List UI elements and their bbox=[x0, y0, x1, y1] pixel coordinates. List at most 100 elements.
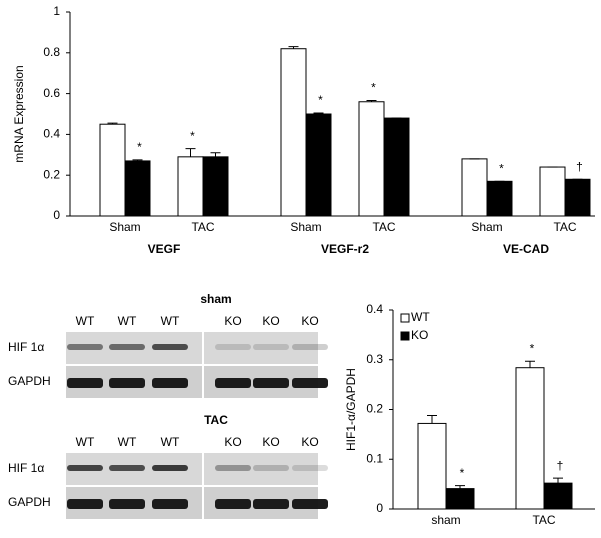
blot-band bbox=[215, 344, 251, 350]
bar bbox=[280, 48, 307, 217]
blot-strip bbox=[66, 332, 318, 364]
blot-band bbox=[215, 378, 251, 388]
significance-marker: * bbox=[371, 81, 376, 95]
y-tick-label: 0.4 bbox=[366, 302, 383, 316]
x-tick-label: Sham bbox=[471, 220, 502, 234]
blot-band bbox=[253, 378, 289, 388]
y-tick-label: 1 bbox=[53, 4, 60, 18]
blot-band bbox=[67, 465, 103, 471]
blot-band bbox=[67, 499, 103, 509]
y-tick-label: 0.2 bbox=[43, 167, 60, 181]
y-tick-label: 0.6 bbox=[43, 86, 60, 100]
bar bbox=[539, 166, 566, 217]
blot-band bbox=[67, 378, 103, 388]
y-tick-label: 0 bbox=[53, 208, 60, 222]
lane-label: KO bbox=[224, 435, 241, 449]
bar bbox=[445, 488, 475, 510]
group-label: VEGF bbox=[148, 242, 181, 256]
bar bbox=[124, 160, 151, 217]
y-tick-label: 0.3 bbox=[366, 352, 383, 366]
blot-band bbox=[253, 344, 289, 350]
x-tick-label: sham bbox=[431, 513, 460, 527]
error-bar bbox=[455, 485, 465, 489]
row-label: HIF 1α bbox=[8, 461, 44, 475]
error-bar bbox=[427, 414, 437, 424]
legend-label: KO bbox=[411, 328, 428, 342]
legend-swatch bbox=[400, 331, 410, 341]
lane-label: WT bbox=[161, 314, 180, 328]
y-tick-label: 0.8 bbox=[43, 45, 60, 59]
blot-band bbox=[215, 499, 251, 509]
blot-band bbox=[67, 344, 103, 350]
lane-label: WT bbox=[76, 314, 95, 328]
y-tick-label: 0.4 bbox=[43, 127, 60, 141]
blot-strip bbox=[66, 453, 318, 485]
bar bbox=[305, 113, 332, 217]
significance-marker: * bbox=[318, 93, 323, 107]
error-bar bbox=[525, 360, 535, 368]
blot-band bbox=[253, 465, 289, 471]
y-axis-label: HIF1-α/GAPDH bbox=[344, 368, 358, 451]
blot-band bbox=[109, 378, 145, 388]
x-tick-label: Sham bbox=[290, 220, 321, 234]
lane-label: KO bbox=[301, 314, 318, 328]
y-axis-label: mRNA Expression bbox=[12, 65, 26, 162]
y-tick-label: 0 bbox=[376, 501, 383, 515]
bar bbox=[358, 101, 385, 217]
bar bbox=[461, 158, 488, 217]
blot-band bbox=[215, 465, 251, 471]
significance-marker: * bbox=[190, 129, 195, 143]
legend-label: WT bbox=[411, 310, 430, 324]
bar bbox=[543, 482, 573, 510]
lane-label: KO bbox=[262, 314, 279, 328]
bar bbox=[99, 123, 126, 217]
error-bar bbox=[210, 152, 221, 157]
x-tick-label: TAC bbox=[191, 220, 214, 234]
x-tick-label: TAC bbox=[372, 220, 395, 234]
error-bar bbox=[313, 112, 324, 114]
lane-label: WT bbox=[161, 435, 180, 449]
blot-band bbox=[152, 378, 188, 388]
blot-band bbox=[109, 344, 145, 350]
significance-marker: * bbox=[530, 341, 535, 355]
blot-band bbox=[152, 344, 188, 350]
blot-band bbox=[109, 465, 145, 471]
bar bbox=[177, 156, 204, 217]
group-label: VEGF-r2 bbox=[321, 242, 369, 256]
significance-marker: * bbox=[460, 466, 465, 480]
blot-band bbox=[109, 499, 145, 509]
error-bar bbox=[553, 477, 563, 484]
lane-label: WT bbox=[76, 435, 95, 449]
bar bbox=[383, 117, 410, 217]
legend-swatch bbox=[400, 313, 410, 323]
blot-band bbox=[292, 344, 328, 350]
row-label: GAPDH bbox=[8, 374, 51, 388]
blot-band bbox=[152, 499, 188, 509]
bar bbox=[202, 156, 229, 217]
error-bar bbox=[288, 46, 299, 49]
significance-marker: † bbox=[557, 458, 564, 472]
significance-marker: † bbox=[576, 159, 583, 173]
x-tick-label: TAC bbox=[532, 513, 555, 527]
bar bbox=[564, 178, 591, 217]
blot-title: TAC bbox=[204, 413, 228, 427]
row-label: HIF 1α bbox=[8, 340, 44, 354]
blot-title: sham bbox=[200, 292, 231, 306]
blot-band bbox=[292, 465, 328, 471]
blot-band bbox=[292, 499, 328, 509]
row-label: GAPDH bbox=[8, 495, 51, 509]
x-tick-label: TAC bbox=[553, 220, 576, 234]
lane-label: KO bbox=[224, 314, 241, 328]
lane-label: WT bbox=[118, 314, 137, 328]
blot-band bbox=[253, 499, 289, 509]
blot-band bbox=[292, 378, 328, 388]
significance-marker: * bbox=[499, 161, 504, 175]
error-bar bbox=[132, 159, 143, 161]
error-bar bbox=[107, 122, 118, 125]
error-bar bbox=[185, 148, 196, 157]
lane-label: WT bbox=[118, 435, 137, 449]
bar bbox=[486, 180, 513, 217]
group-label: VE-CAD bbox=[503, 242, 549, 256]
